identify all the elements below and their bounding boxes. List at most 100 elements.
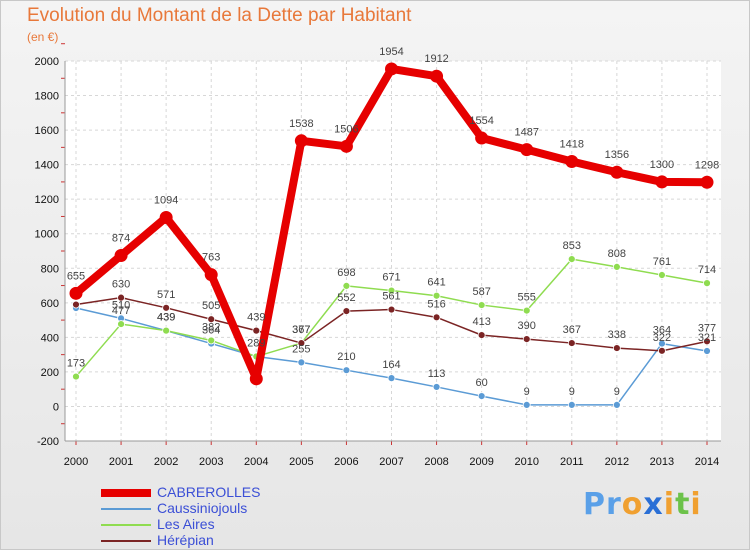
legend-swatch bbox=[101, 508, 151, 510]
series-point-0 bbox=[565, 155, 579, 169]
series-point-1 bbox=[432, 383, 441, 391]
logo-letter: i bbox=[663, 487, 676, 522]
series-point-3 bbox=[72, 300, 80, 309]
data-label: 413 bbox=[472, 316, 490, 328]
series-point-2 bbox=[162, 326, 171, 335]
data-label: 1356 bbox=[605, 149, 629, 161]
data-label: 173 bbox=[67, 358, 85, 370]
series-point-0 bbox=[294, 134, 308, 148]
x-tick-label: 2008 bbox=[424, 456, 448, 468]
y-tick-label: 1600 bbox=[35, 125, 59, 137]
series-point-1 bbox=[342, 366, 351, 375]
chart-unit: (en €) bbox=[27, 30, 59, 44]
logo-letter: o bbox=[621, 487, 644, 522]
series-point-2 bbox=[207, 336, 216, 345]
proxiti-logo: Proxiti bbox=[583, 487, 702, 522]
series-point-3 bbox=[117, 293, 125, 302]
y-tick-label: 1400 bbox=[35, 160, 59, 172]
series-point-0 bbox=[204, 268, 218, 282]
series-point-3 bbox=[387, 305, 396, 314]
logo-letter: i bbox=[690, 487, 702, 522]
series-point-0 bbox=[700, 175, 714, 189]
series-point-2 bbox=[477, 301, 486, 309]
legend-item: CABREROLLES bbox=[101, 484, 321, 500]
data-label: 655 bbox=[67, 270, 85, 282]
series-point-1 bbox=[522, 400, 531, 409]
data-label: 763 bbox=[202, 252, 220, 264]
y-tick-label: 1800 bbox=[35, 91, 59, 103]
series-point-1 bbox=[297, 358, 306, 367]
data-label: 367 bbox=[292, 324, 310, 336]
x-tick-label: 2013 bbox=[650, 456, 674, 468]
x-tick-label: 2000 bbox=[64, 456, 88, 468]
series-point-1 bbox=[703, 347, 711, 355]
series-point-1 bbox=[567, 400, 576, 409]
data-label: 364 bbox=[653, 325, 671, 337]
logo-letter: x bbox=[643, 487, 664, 522]
data-label: 477 bbox=[112, 305, 130, 317]
data-label: 364 bbox=[202, 325, 220, 337]
data-label: 1538 bbox=[289, 118, 313, 130]
series-point-3 bbox=[432, 313, 441, 322]
data-label: 321 bbox=[698, 332, 716, 344]
data-label: 571 bbox=[157, 289, 175, 301]
data-label: 60 bbox=[476, 377, 488, 389]
data-label: 338 bbox=[608, 329, 626, 341]
series-point-2 bbox=[342, 281, 351, 290]
data-label: 377 bbox=[698, 322, 716, 334]
y-tick-label: 400 bbox=[41, 332, 59, 344]
data-label: 9 bbox=[524, 386, 530, 398]
series-point-0 bbox=[114, 248, 128, 262]
series-point-0 bbox=[69, 286, 83, 300]
data-label: 698 bbox=[337, 267, 355, 279]
data-label: 587 bbox=[472, 286, 490, 298]
series-point-2 bbox=[387, 286, 396, 295]
data-label: 9 bbox=[569, 386, 575, 398]
legend-label: Les Aires bbox=[157, 516, 215, 532]
data-label: 255 bbox=[292, 343, 310, 355]
data-label: 671 bbox=[382, 272, 400, 284]
series-point-3 bbox=[477, 331, 486, 340]
data-label: 853 bbox=[563, 240, 581, 252]
data-label: 1298 bbox=[695, 159, 719, 171]
legend-item: Les Aires bbox=[101, 516, 321, 532]
x-tick-label: 2005 bbox=[289, 456, 313, 468]
x-tick-label: 2002 bbox=[154, 456, 178, 468]
data-label: 390 bbox=[518, 320, 536, 332]
data-label: 1506 bbox=[334, 123, 358, 135]
data-label: 289 bbox=[247, 338, 265, 350]
y-tick-label: -200 bbox=[37, 436, 59, 448]
logo-letter: t bbox=[675, 487, 691, 522]
y-tick-label: 1200 bbox=[35, 194, 59, 206]
x-tick-label: 2007 bbox=[379, 456, 403, 468]
data-label: 1418 bbox=[560, 139, 584, 151]
legend-item: Hérépian bbox=[101, 532, 321, 548]
legend-label: CABREROLLES bbox=[157, 484, 261, 500]
data-label: 808 bbox=[608, 248, 626, 260]
data-label: 510 bbox=[112, 299, 130, 311]
logo-letter: P bbox=[583, 487, 606, 522]
data-label: 1300 bbox=[650, 159, 674, 171]
data-label: 113 bbox=[428, 368, 446, 380]
data-label: 630 bbox=[112, 279, 130, 291]
legend-label: Hérépian bbox=[157, 532, 214, 548]
series-point-2 bbox=[72, 372, 80, 381]
data-label: 561 bbox=[382, 291, 400, 303]
x-tick-label: 2014 bbox=[695, 456, 719, 468]
x-tick-label: 2001 bbox=[109, 456, 133, 468]
series-point-1 bbox=[612, 400, 621, 409]
x-tick-label: 2010 bbox=[514, 456, 538, 468]
series-point-3 bbox=[567, 339, 576, 347]
series-point-0 bbox=[159, 210, 173, 224]
series-point-3 bbox=[522, 335, 531, 343]
x-tick-label: 2004 bbox=[244, 456, 268, 468]
chart-title: Evolution du Montant de la Dette par Hab… bbox=[27, 5, 412, 26]
y-tick-label: 0 bbox=[53, 401, 59, 413]
series-point-2 bbox=[567, 255, 576, 264]
x-tick-label: 2009 bbox=[469, 456, 493, 468]
data-label: 1912 bbox=[424, 53, 448, 65]
series-point-0 bbox=[475, 131, 489, 145]
data-label: 210 bbox=[337, 351, 355, 363]
